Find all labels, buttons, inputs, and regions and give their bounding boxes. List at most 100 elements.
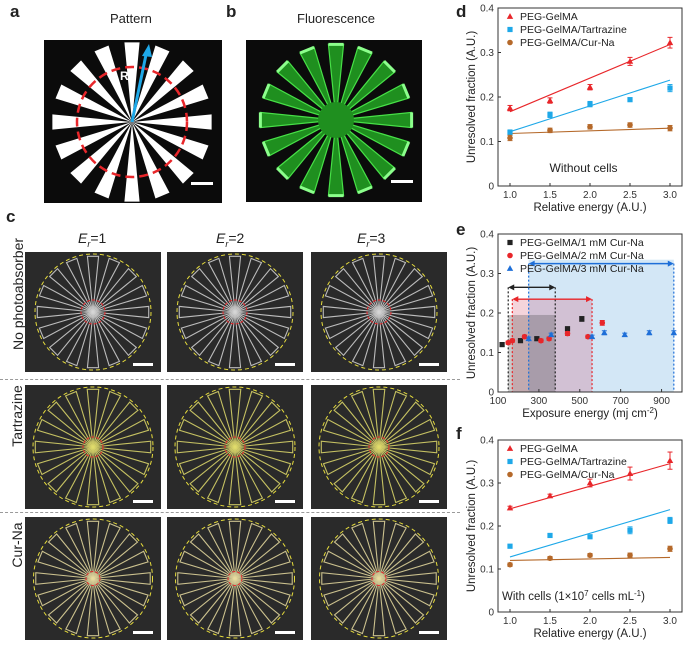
legend-entry: PEG-GelMA	[520, 443, 578, 455]
x-axis-label: Relative energy (A.U.)	[533, 628, 646, 640]
micrograph	[25, 517, 161, 640]
y-axis-label: Unresolved fraction (A.U.)	[466, 460, 478, 592]
pattern-wedge	[55, 84, 132, 122]
outer-circle	[318, 386, 440, 508]
data-point	[507, 543, 513, 549]
pattern-wedge	[70, 122, 132, 184]
data-point	[506, 265, 514, 271]
x-tick-label: 700	[612, 396, 629, 407]
printed-wedge	[92, 522, 121, 579]
printed-wedge	[334, 311, 380, 357]
printed-wedge	[47, 446, 94, 493]
micrograph	[167, 385, 303, 509]
wedge-edge	[276, 167, 289, 180]
x-tick-label: 2.5	[623, 190, 637, 201]
printed-wedge	[372, 578, 386, 637]
printed-wedge	[234, 390, 264, 448]
x-tick-label: 3.0	[663, 190, 677, 201]
x-axis-label: Relative energy (A.U.)	[533, 202, 646, 214]
printed-wedge	[234, 311, 263, 367]
data-point	[507, 458, 513, 465]
outer-circle	[174, 386, 296, 508]
printed-wedge	[38, 311, 94, 340]
y-tick-label: 0	[488, 182, 494, 193]
printed-wedge	[47, 533, 94, 579]
legend-entry: PEG-GelMA	[520, 11, 578, 23]
printed-wedge	[207, 578, 236, 635]
printed-wedge	[86, 388, 100, 448]
printed-wedge	[378, 311, 407, 367]
printed-wedge	[92, 390, 122, 448]
printed-wedge	[64, 390, 94, 448]
data-point	[547, 555, 553, 562]
y-axis-label: Unresolved fraction (A.U.)	[466, 247, 478, 379]
printed-wedge	[234, 401, 281, 448]
data-point	[666, 457, 674, 464]
printed-wedge	[37, 550, 94, 580]
printed-wedge	[189, 446, 236, 493]
printed-wedge	[351, 578, 380, 635]
scale-bar	[275, 631, 295, 634]
printed-wedge	[378, 311, 434, 340]
radius-circle	[75, 65, 189, 179]
printed-wedge	[92, 578, 121, 635]
wedge-edge	[383, 60, 396, 73]
panel-b-title: Fluorescence	[297, 11, 376, 26]
printed-wedge	[92, 401, 139, 448]
printed-wedge	[179, 577, 236, 607]
printed-wedge	[207, 311, 236, 367]
x-axis-label: Exposure energy (mj cm-2)	[522, 406, 658, 420]
printed-wedge	[333, 401, 380, 448]
scale-bar	[133, 631, 153, 634]
micrograph	[25, 252, 161, 372]
printed-wedge	[378, 446, 425, 493]
wedge-edge	[261, 141, 271, 157]
printed-wedge	[234, 305, 292, 319]
fit-line	[509, 127, 671, 135]
pattern-image: R	[44, 40, 222, 203]
printed-wedge	[334, 267, 380, 313]
printed-wedge	[189, 401, 236, 448]
printed-wedge	[234, 440, 294, 454]
printed-wedge	[48, 267, 94, 313]
wedge-edge	[401, 83, 411, 99]
printed-wedge	[322, 305, 380, 319]
scale-bar	[419, 500, 439, 503]
pattern-wedge	[132, 60, 194, 122]
inner-circle	[222, 299, 248, 325]
fit-line	[509, 556, 671, 561]
printed-wedge	[37, 577, 94, 607]
printed-wedge	[179, 550, 236, 580]
scale-bar	[419, 363, 439, 366]
fluorescence-image	[246, 40, 422, 202]
printed-wedge	[378, 440, 438, 454]
printed-wedge	[378, 305, 436, 319]
pattern-wedge	[94, 122, 132, 199]
printed-wedge	[35, 572, 94, 585]
printed-wedge	[190, 267, 236, 313]
fit-line	[509, 43, 671, 113]
pattern-wedge	[132, 122, 209, 160]
printed-wedge	[48, 311, 94, 357]
data-point	[507, 561, 513, 568]
x-tick-label: 1.0	[503, 616, 517, 627]
outer-circle	[33, 518, 153, 639]
printed-wedge	[372, 388, 386, 448]
micrograph	[167, 517, 303, 640]
printed-wedge	[92, 446, 150, 476]
x-tick-label: 900	[653, 396, 670, 407]
y-tick-label: 0.1	[480, 137, 494, 148]
wedge-edge	[299, 45, 315, 55]
x-tick-label: 2.0	[583, 616, 597, 627]
data-point	[670, 329, 678, 336]
printed-wedge	[92, 305, 150, 319]
inner-circle	[80, 299, 106, 325]
row-label-cur-na: Cur-Na	[9, 522, 25, 568]
printed-wedge	[234, 578, 281, 624]
pattern-wedge	[132, 114, 212, 130]
row-divider	[0, 379, 460, 380]
scale-bar	[275, 363, 295, 366]
printed-wedge	[378, 284, 434, 313]
x-tick-label: 500	[571, 396, 588, 407]
printed-wedge	[180, 311, 236, 340]
